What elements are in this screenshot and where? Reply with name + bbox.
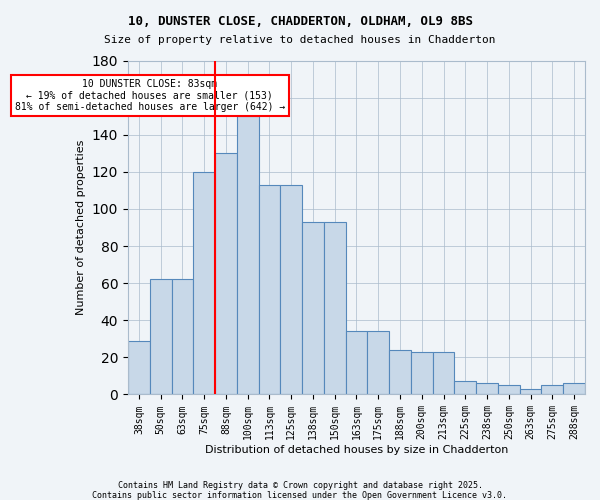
Bar [215,154,237,394]
Text: 10, DUNSTER CLOSE, CHADDERTON, OLDHAM, OL9 8BS: 10, DUNSTER CLOSE, CHADDERTON, OLDHAM, O… [128,15,473,28]
Bar [324,222,346,394]
Bar [280,185,302,394]
Bar [302,222,324,394]
Bar [367,332,389,394]
Bar [172,280,193,394]
Bar [346,332,367,394]
Text: Contains public sector information licensed under the Open Government Licence v3: Contains public sector information licen… [92,491,508,500]
Text: Size of property relative to detached houses in Chadderton: Size of property relative to detached ho… [104,35,496,45]
Text: Contains HM Land Registry data © Crown copyright and database right 2025.: Contains HM Land Registry data © Crown c… [118,481,482,490]
Bar [498,385,520,394]
Bar [389,350,411,395]
Bar [476,384,498,394]
Bar [520,389,541,394]
Bar [128,340,150,394]
Bar [411,352,433,395]
Bar [193,172,215,394]
X-axis label: Distribution of detached houses by size in Chadderton: Distribution of detached houses by size … [205,445,508,455]
Bar [563,384,585,394]
Bar [541,385,563,394]
Bar [454,382,476,394]
Bar [259,185,280,394]
Y-axis label: Number of detached properties: Number of detached properties [76,140,86,315]
Bar [237,116,259,394]
Text: 10 DUNSTER CLOSE: 83sqm
← 19% of detached houses are smaller (153)
81% of semi-d: 10 DUNSTER CLOSE: 83sqm ← 19% of detache… [14,79,285,112]
Bar [433,352,454,395]
Bar [150,280,172,394]
